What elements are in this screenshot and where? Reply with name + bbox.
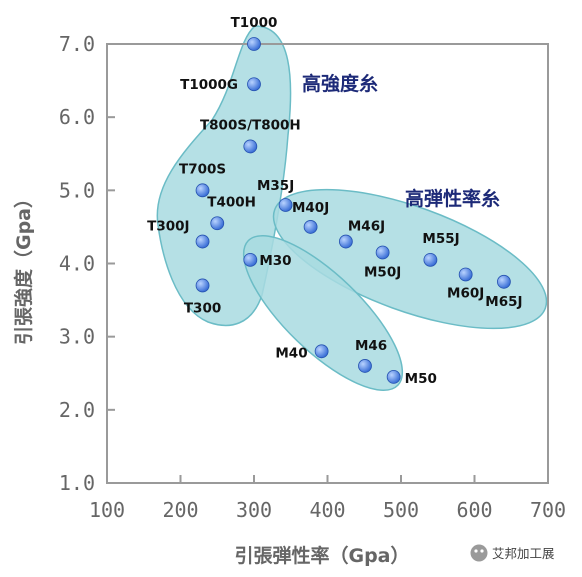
data-point-m55j: [423, 252, 438, 267]
y-tick-label: 2.0: [59, 398, 95, 422]
y-axis-title: 引張強度（Gpa）: [12, 189, 35, 345]
point-label-m65j: M65J: [485, 294, 522, 310]
x-tick-label: 500: [383, 498, 419, 522]
y-tick-label: 1.0: [59, 471, 95, 495]
point-label-t1000: T1000: [231, 15, 278, 31]
regions-layer: [156, 25, 548, 391]
data-point-m35j: [278, 198, 293, 212]
point-label-t400h: T400H: [207, 194, 256, 210]
labels-layer: T1000 T1000G T800S/T800H T700S T400H T300J T30…: [147, 15, 522, 387]
watermark: 艾邦加工展: [470, 544, 555, 562]
x-tick-label: 300: [236, 498, 272, 522]
data-point-m30: [243, 252, 258, 267]
point-label-m46j: M46J: [348, 219, 385, 235]
y-tick-label: 5.0: [59, 178, 95, 202]
x-tick-label: 200: [162, 498, 198, 522]
point-label-t300j: T300J: [147, 219, 189, 235]
x-tick-label: 400: [309, 498, 345, 522]
data-point-m65j: [496, 274, 511, 289]
point-label-m30: M30: [259, 253, 291, 269]
point-label-t300: T300: [184, 300, 221, 316]
x-axis-title: 引張弾性率（Gpa）: [234, 544, 409, 567]
data-point-t800s-t800h: [243, 139, 258, 154]
data-point-t1000g: [247, 77, 261, 92]
data-point-t300j: [195, 234, 210, 249]
y-tick-label: 3.0: [59, 325, 95, 349]
x-tick-label: 700: [530, 498, 566, 522]
data-point-t400h: [210, 216, 225, 231]
data-point-m46j: [338, 234, 353, 249]
points-layer: [195, 37, 511, 384]
point-label-t1000g: T1000G: [180, 77, 238, 93]
region-m-series: [242, 235, 404, 391]
point-label-m40: M40: [275, 345, 307, 361]
x-tick-label: 600: [456, 498, 492, 522]
y-tick-label: 6.0: [59, 105, 95, 129]
point-label-m55j: M55J: [422, 231, 459, 247]
data-point-t300: [195, 278, 210, 293]
point-label-m50: M50: [405, 371, 437, 387]
wechat-icon-eye-left: [474, 549, 478, 553]
group-label-high-modulus: 高弾性率糸: [405, 187, 500, 210]
group-label-high-strength: 高強度糸: [302, 72, 378, 95]
data-point-m40j: [303, 220, 318, 234]
wechat-icon: [470, 544, 488, 562]
data-point-m40: [314, 344, 329, 359]
y-tick-label: 4.0: [59, 252, 95, 276]
data-point-m50: [386, 370, 401, 384]
point-label-m60j: M60J: [447, 285, 484, 301]
data-point-t1000: [247, 37, 261, 51]
x-tick-label: 100: [89, 498, 125, 522]
watermark-text: 艾邦加工展: [492, 546, 555, 561]
data-point-t700s: [195, 183, 210, 198]
data-point-m46: [358, 359, 372, 373]
region-high-modulus: [272, 188, 548, 330]
axes-layer: 100 200 300 400 500 600 700 1.0 2.0 3.0 4.0 5.0 6.0 7…: [59, 32, 566, 522]
data-point-m50j: [375, 245, 390, 260]
point-label-t800s-t800h: T800S/T800H: [200, 117, 301, 133]
point-label-t700s: T700S: [179, 161, 226, 177]
point-label-m40j: M40J: [292, 200, 329, 216]
data-point-m60j: [458, 267, 473, 282]
wechat-icon-eye-right: [480, 549, 484, 553]
point-label-m46: M46: [355, 338, 387, 354]
point-label-m50j: M50J: [364, 265, 401, 281]
point-label-m35j: M35J: [257, 178, 294, 194]
y-tick-label: 7.0: [59, 32, 95, 56]
